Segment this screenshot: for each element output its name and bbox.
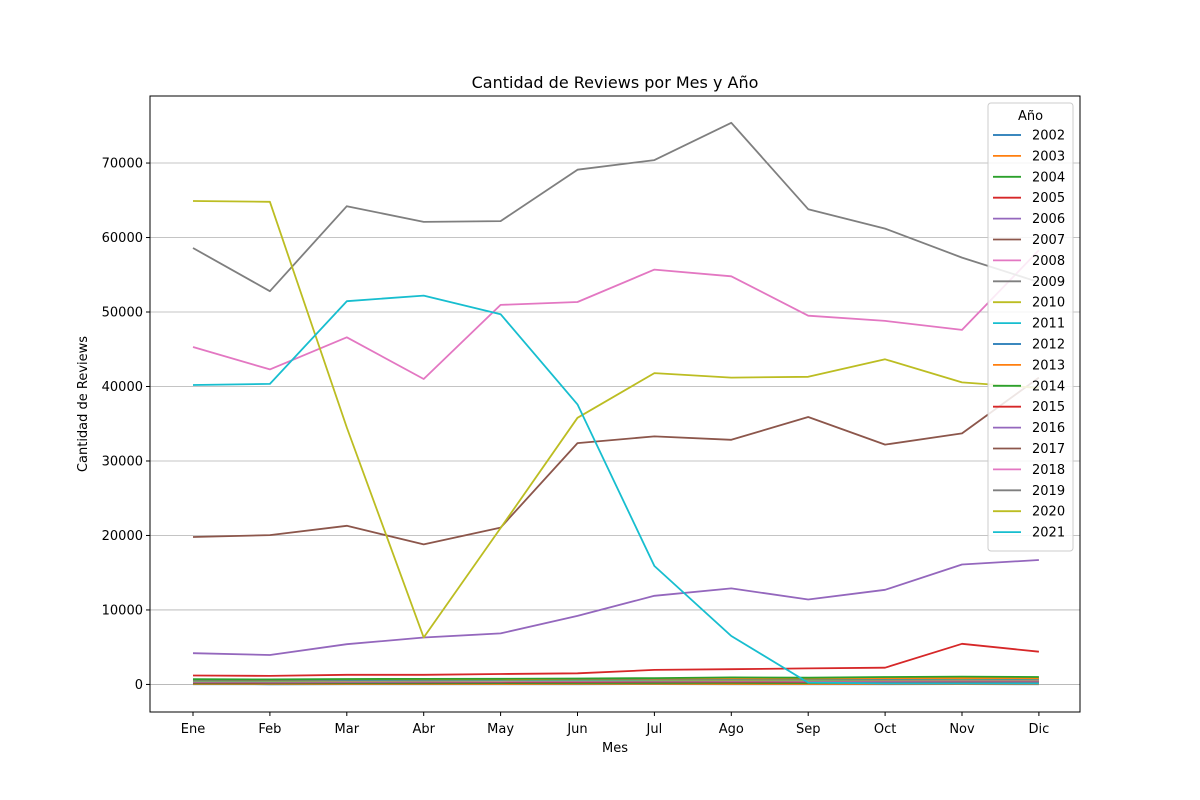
x-tick-label: Ago [719, 722, 744, 737]
x-tick-label: Nov [949, 722, 975, 737]
legend-entry: 2008 [1032, 254, 1065, 269]
legend-entry: 2020 [1032, 505, 1065, 520]
legend-entry: 2018 [1032, 463, 1065, 478]
y-tick-label: 0 [135, 678, 143, 693]
legend-entry: 2010 [1032, 296, 1065, 311]
legend-entry: 2012 [1032, 338, 1065, 353]
legend-box [987, 102, 1074, 552]
legend-entry: 2007 [1032, 233, 1065, 248]
series-line-2014 [192, 675, 1039, 681]
y-tick-label: 60000 [102, 231, 143, 246]
legend-entry: 2004 [1032, 170, 1065, 185]
y-tick-label: 30000 [102, 454, 143, 469]
legend-entry: 2006 [1032, 212, 1065, 227]
y-tick-label: 40000 [102, 380, 143, 395]
chart-title: Cantidad de Reviews por Mes y Año [472, 73, 759, 92]
legend-entry: 2005 [1032, 191, 1065, 206]
legend: Año 2002 2003 2004 2005 2006 2007 2008 2009 2010 2… [987, 102, 1074, 552]
x-tick-label: Dic [1029, 722, 1050, 737]
y-tick-label: 50000 [102, 306, 143, 321]
legend-entry: 2009 [1032, 275, 1065, 290]
x-tick-label: Jun [566, 722, 587, 737]
legend-entry: 2021 [1032, 526, 1065, 541]
legend-entry: 2015 [1032, 400, 1065, 415]
x-tick-label: Jul [646, 722, 663, 737]
series-line-2019 [192, 121, 1040, 293]
legend-title: Año [1018, 109, 1043, 124]
y-tick-label: 70000 [102, 157, 143, 172]
y-tick-label: 20000 [102, 529, 143, 544]
legend-entry: 2011 [1032, 317, 1065, 332]
x-axis-ticks: Ene Feb Mar Abr May Jun Jul Ago Sep Oct Nov Dic [181, 712, 1050, 737]
x-tick-label: Feb [258, 722, 281, 737]
plot-area [149, 95, 1081, 713]
legend-entry: 2014 [1032, 379, 1065, 394]
x-tick-label: May [487, 722, 514, 737]
y-axis-ticks: 0 10000 20000 30000 40000 50000 60000 70000 [102, 157, 150, 693]
x-axis-label: Mes [602, 741, 628, 756]
legend-entry: 2017 [1032, 442, 1065, 457]
series-line-2018 [192, 249, 1040, 380]
y-axis-label: Cantidad de Reviews [76, 336, 91, 472]
series-line-2015 [192, 642, 1039, 677]
series-lines [192, 121, 1040, 686]
legend-entry: 2016 [1032, 421, 1065, 436]
x-tick-label: Sep [796, 722, 821, 737]
x-tick-label: Ene [181, 722, 205, 737]
legend-entry: 2003 [1032, 149, 1065, 164]
x-tick-label: Oct [874, 722, 896, 737]
legend-entry: 2002 [1032, 129, 1065, 144]
y-tick-label: 10000 [102, 603, 143, 618]
series-line-2016 [192, 559, 1039, 656]
series-line-2017 [192, 376, 1040, 546]
x-tick-label: Abr [412, 722, 435, 737]
legend-entry: 2019 [1032, 484, 1065, 499]
series-line-2021 [192, 294, 1039, 685]
x-tick-label: Mar [335, 722, 360, 737]
legend-entry: 2013 [1032, 358, 1065, 373]
series-line-2020 [192, 200, 1039, 639]
